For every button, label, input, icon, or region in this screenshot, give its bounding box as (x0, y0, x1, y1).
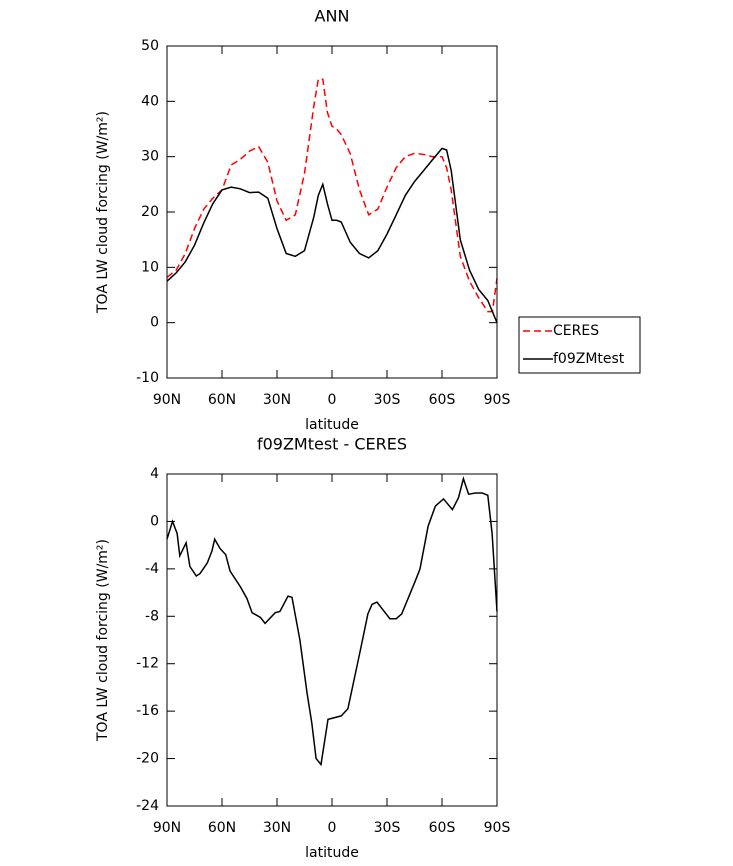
x-tick-label: 0 (328, 392, 337, 408)
x-axis-label: latitude (305, 845, 359, 861)
x-tick-label: 0 (328, 820, 337, 836)
x-tick-label: 90S (484, 392, 511, 408)
y-tick-label: -16 (136, 703, 159, 719)
y-tick-label: 30 (141, 149, 159, 165)
x-tick-label: 60S (429, 820, 456, 836)
x-tick-label: 90N (153, 820, 181, 836)
y-axis-label: TOA LW cloud forcing (W/m²) (95, 111, 111, 314)
x-tick-label: 30S (374, 392, 401, 408)
x-tick-label: 60S (429, 392, 456, 408)
y-tick-label: -20 (136, 751, 159, 767)
y-tick-label: 4 (150, 466, 159, 482)
x-tick-label: 90N (153, 392, 181, 408)
chart-title: ANN (315, 7, 350, 26)
x-tick-label: 60N (208, 392, 236, 408)
y-tick-label: 50 (141, 38, 159, 54)
y-tick-label: -8 (145, 608, 159, 624)
y-tick-label: -24 (136, 798, 159, 814)
y-tick-label: 20 (141, 204, 159, 220)
y-tick-label: 0 (150, 513, 159, 529)
y-tick-label: -12 (136, 656, 159, 672)
plot-frame (166, 473, 498, 807)
series-line (166, 78, 498, 313)
y-tick-label: -4 (145, 561, 159, 577)
y-tick-label: -10 (136, 370, 159, 386)
x-tick-label: 30N (263, 820, 291, 836)
series-line (166, 147, 498, 323)
x-tick-label: 60N (208, 820, 236, 836)
series-line (166, 476, 498, 767)
y-tick-label: 40 (141, 93, 159, 109)
plot-frame (166, 45, 498, 379)
x-tick-label: 30S (374, 820, 401, 836)
legend-label: f09ZMtest (553, 351, 625, 367)
y-tick-label: 0 (150, 315, 159, 331)
y-tick-label: 10 (141, 259, 159, 275)
x-tick-label: 30N (263, 392, 291, 408)
x-tick-label: 90S (484, 820, 511, 836)
chart-title: f09ZMtest - CERES (257, 435, 407, 454)
legend-label: CERES (553, 323, 599, 339)
y-axis-label: TOA LW cloud forcing (W/m²) (95, 539, 111, 742)
x-axis-label: latitude (305, 417, 359, 433)
legend-box (518, 316, 641, 374)
